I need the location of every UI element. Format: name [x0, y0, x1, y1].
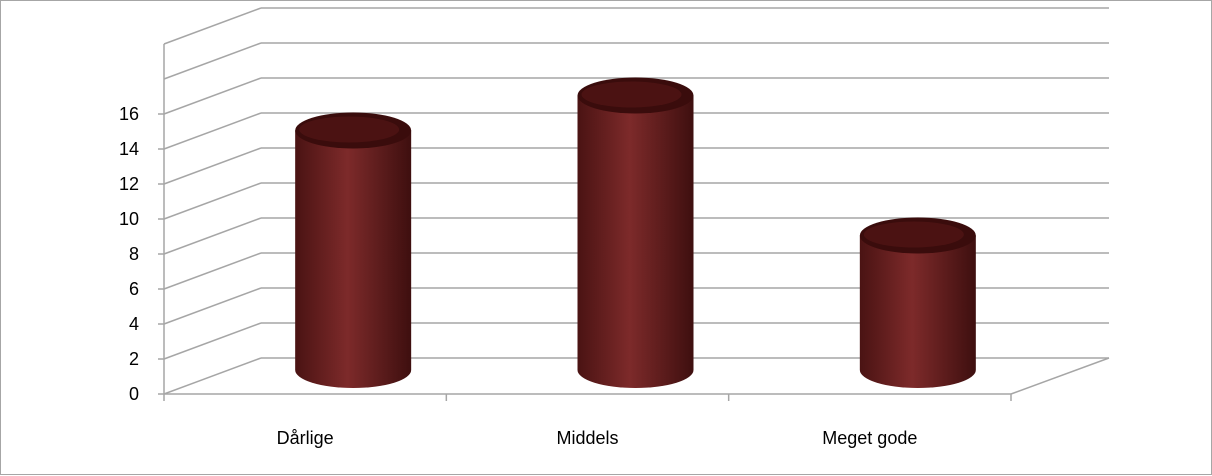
x-tick-label: Middels [556, 428, 618, 448]
bar-layer [295, 77, 976, 388]
bar-top-highlight [581, 81, 682, 108]
bar-body [859, 235, 976, 388]
y-tick-label: 12 [119, 174, 139, 194]
y-tick-label: 0 [129, 384, 139, 404]
y-tick-label: 4 [129, 314, 139, 334]
gridline-side [163, 7, 262, 45]
gridline-side [163, 147, 262, 185]
y-tick-label: 8 [129, 244, 139, 264]
gridline-side [163, 357, 262, 395]
floor-edge [1010, 357, 1110, 395]
gridline-side [163, 287, 262, 325]
x-tick-label: Meget gode [822, 428, 917, 448]
gridline-side [163, 182, 262, 220]
gridline-side [163, 252, 262, 290]
tick-layer: 0 2 4 6 8 10 12 14 16 [119, 104, 1012, 404]
bar [295, 112, 412, 388]
x-tick-label: Dårlige [277, 428, 334, 448]
bar-body [295, 130, 412, 388]
bar [577, 77, 694, 388]
y-tick-label: 16 [119, 104, 139, 124]
category-layer: Dårlige Middels Meget gode [277, 428, 918, 448]
y-tick-label: 2 [129, 349, 139, 369]
bar-body [577, 95, 694, 388]
gridline-side [163, 322, 262, 360]
gridline-side [163, 217, 262, 255]
gridline-side [163, 77, 262, 115]
gridline-side [163, 42, 262, 80]
bar-top-highlight [299, 116, 400, 143]
y-tick-label: 6 [129, 279, 139, 299]
gridline-side [163, 112, 262, 150]
y-tick-label: 10 [119, 209, 139, 229]
bar-top-highlight [863, 221, 964, 248]
bar [859, 217, 976, 388]
y-tick-label: 14 [119, 139, 139, 159]
